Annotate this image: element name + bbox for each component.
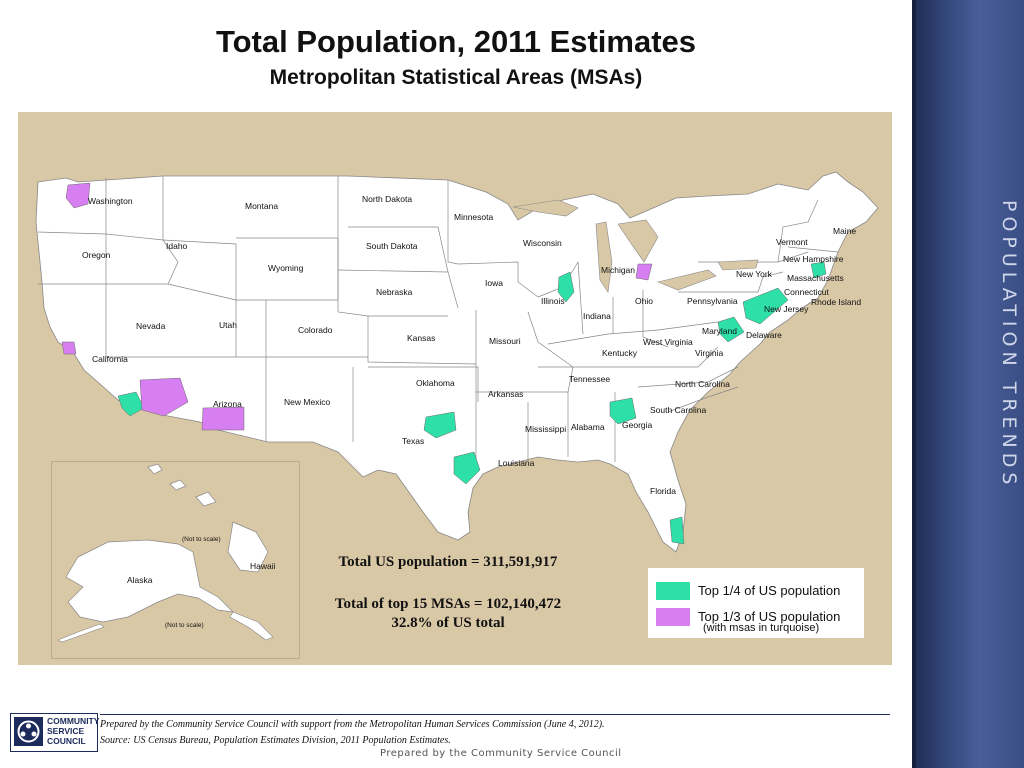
- logo-mark-icon: [14, 717, 43, 746]
- credit-line: Prepared by the Community Service Counci…: [100, 719, 605, 730]
- state-label: Florida: [650, 486, 676, 496]
- state-label: Tennessee: [569, 374, 611, 384]
- state-label: Missouri: [489, 336, 521, 346]
- state-label: Wyoming: [268, 263, 304, 273]
- footer-text: Prepared by the Community Service Counci…: [380, 748, 622, 759]
- state-label: Michigan: [601, 265, 636, 275]
- state-label: Connecticut: [784, 287, 829, 297]
- state-label: Rhode Island: [811, 297, 862, 307]
- legend-swatch-violet: [656, 608, 690, 626]
- state-label: Indiana: [583, 311, 611, 321]
- state-label: North Dakota: [362, 194, 413, 204]
- state-label: Illinois: [541, 296, 565, 306]
- legend-note: (with msas in turquoise): [703, 622, 820, 634]
- state-label: Maine: [833, 226, 857, 236]
- state-label: Delaware: [746, 330, 782, 340]
- side-title: Population Trends: [998, 200, 1020, 490]
- state-label: Oregon: [82, 250, 111, 260]
- state-borders: [37, 176, 839, 462]
- state-label: Texas: [402, 436, 425, 446]
- state-label: Utah: [219, 320, 237, 330]
- us-map: Washington Montana North Dakota Minnesot…: [18, 112, 892, 665]
- state-label: Montana: [245, 201, 279, 211]
- state-label: New Mexico: [284, 397, 331, 407]
- state-label: Colorado: [298, 325, 333, 335]
- state-label: Vermont: [776, 237, 808, 247]
- state-label: Kansas: [407, 333, 436, 343]
- footer-divider: [100, 714, 890, 715]
- state-label: Oklahoma: [416, 378, 455, 388]
- state-label: Washington: [88, 196, 133, 206]
- legend-label: Top 1/4 of US population: [698, 583, 841, 598]
- alaska-shape: [65, 539, 234, 623]
- state-label: Wisconsin: [523, 238, 562, 248]
- state-label: New Jersey: [764, 304, 809, 314]
- hawaii-shape: [147, 463, 269, 573]
- state-label: Nebraska: [376, 287, 413, 297]
- state-label: Georgia: [622, 420, 653, 430]
- side-band: [912, 0, 1024, 768]
- state-label: Alaska: [127, 575, 153, 585]
- inset-note: (Not to scale): [182, 536, 221, 543]
- source-line: Source: US Census Bureau, Population Est…: [100, 735, 451, 746]
- page-title: Total Population, 2011 Estimates: [215, 24, 697, 59]
- state-label: South Dakota: [366, 241, 418, 251]
- legend: Top 1/4 of US population Top 1/3 of US p…: [648, 568, 864, 638]
- alaska-hawaii-inset: [51, 461, 300, 659]
- state-label: California: [92, 354, 128, 364]
- state-label: Iowa: [485, 278, 503, 288]
- state-label: Nevada: [136, 321, 166, 331]
- state-label: New York: [736, 269, 772, 279]
- state-label: South Carolina: [650, 405, 707, 415]
- great-lakes: [512, 199, 759, 293]
- state-label: Pennsylvania: [687, 296, 738, 306]
- state-label: North Carolina: [675, 379, 730, 389]
- stat-percent: 32.8% of US total: [391, 615, 505, 631]
- state-label: Kentucky: [602, 348, 637, 358]
- aleutians: [57, 623, 105, 643]
- state-label: Mississippi: [525, 424, 567, 434]
- state-label: Alabama: [571, 422, 605, 432]
- state-label: Minnesota: [454, 212, 494, 222]
- state-label: Idaho: [166, 241, 188, 251]
- state-label: Louisiana: [498, 458, 535, 468]
- state-label: Hawaii: [250, 561, 276, 571]
- logo-text: COMMUNITY SERVICE COUNCIL: [47, 716, 100, 746]
- page-subtitle: Metropolitan Statistical Areas (MSAs): [269, 66, 643, 89]
- inset-note: (Not to scale): [165, 622, 204, 629]
- msa-turquoise: [117, 261, 827, 545]
- stat-total-us: Total US population = 311,591,917: [338, 554, 558, 570]
- msa-violet: [61, 182, 653, 431]
- state-label: Virginia: [695, 348, 724, 358]
- csc-logo: COMMUNITY SERVICE COUNCIL: [10, 713, 100, 752]
- state-label: Arkansas: [488, 389, 524, 399]
- state-label: Arizona: [213, 399, 242, 409]
- state-label: New Hampshire: [783, 254, 844, 264]
- stat-top15: Total of top 15 MSAs = 102,140,472: [334, 596, 562, 612]
- state-label: Ohio: [635, 296, 653, 306]
- legend-label: Top 1/3 of US population: [698, 609, 841, 624]
- map-graphic: [35, 171, 879, 643]
- state-label: West Virginia: [643, 337, 693, 347]
- legend-swatch-turquoise: [656, 582, 690, 600]
- state-label: Massachusetts: [787, 273, 844, 283]
- state-label: Maryland: [702, 326, 737, 336]
- alaska-panhandle: [229, 611, 274, 641]
